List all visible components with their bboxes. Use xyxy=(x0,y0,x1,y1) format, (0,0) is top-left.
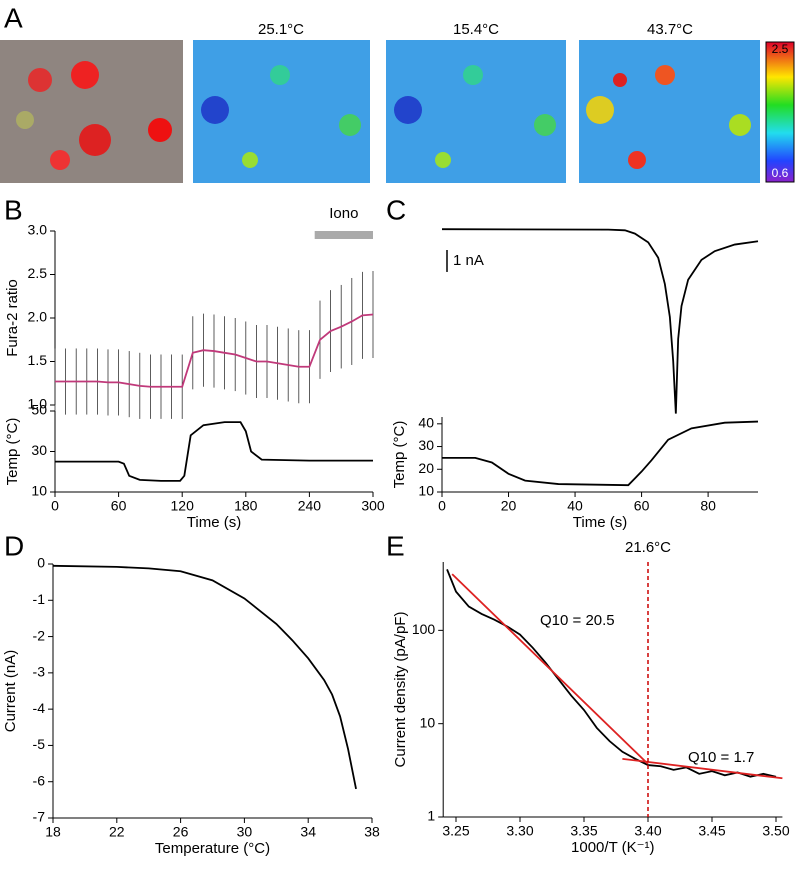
x-tick-label: 26 xyxy=(173,824,189,840)
data-line xyxy=(55,421,373,482)
x-tick-label: 240 xyxy=(298,498,322,514)
annotation: Iono xyxy=(329,205,358,222)
data-line xyxy=(446,569,777,778)
panel-letter: E xyxy=(386,530,405,561)
panel-letter: C xyxy=(386,194,406,225)
data-line xyxy=(622,757,783,780)
x-tick-label: 60 xyxy=(634,498,650,514)
y-tick-label: 10 xyxy=(420,714,436,730)
data-line xyxy=(441,228,759,414)
y-tick-label: 10 xyxy=(418,483,434,499)
y-axis-label: Temp (°C) xyxy=(4,418,21,486)
y-tick-label: 1.0 xyxy=(28,396,48,412)
y-tick-label: -4 xyxy=(33,700,46,716)
panel-letter: D xyxy=(4,530,24,561)
x-axis-label: Time (s) xyxy=(573,514,627,531)
x-tick-label: 3.35 xyxy=(570,823,597,839)
y-tick-label: 30 xyxy=(31,442,47,458)
x-tick-label: 120 xyxy=(171,498,195,514)
x-tick-label: 18 xyxy=(45,824,61,840)
x-tick-label: 80 xyxy=(700,498,716,514)
colorbar xyxy=(765,41,795,183)
y-axis-label: Fura-2 ratio xyxy=(4,279,21,357)
y-tick-label: 0 xyxy=(37,555,45,571)
x-tick-label: 60 xyxy=(111,498,127,514)
y-axis-label: Current (nA) xyxy=(2,650,19,733)
y-axis-label: Current density (pA/pF) xyxy=(392,612,409,768)
image-title: 15.4°C xyxy=(453,21,499,38)
y-tick-label: 30 xyxy=(418,437,434,453)
x-tick-label: 3.40 xyxy=(634,823,661,839)
annotation: Q10 = 20.5 xyxy=(540,612,615,629)
data-line xyxy=(55,313,374,388)
y-tick-label: 3.0 xyxy=(28,222,48,238)
x-tick-label: 30 xyxy=(237,824,253,840)
x-tick-label: 3.50 xyxy=(762,823,789,839)
y-tick-label: -5 xyxy=(33,736,46,752)
x-tick-label: 0 xyxy=(51,498,59,514)
ratio-images xyxy=(193,40,760,183)
x-tick-label: 300 xyxy=(361,498,385,514)
colorbar-label: 2.5 xyxy=(772,42,789,56)
x-tick-label: 34 xyxy=(300,824,316,840)
annotation-bar xyxy=(314,231,373,239)
y-tick-label: -1 xyxy=(33,591,46,607)
panel-letter: A xyxy=(4,2,23,33)
image-title: 25.1°C xyxy=(258,21,304,38)
y-tick-label: 1 xyxy=(427,808,435,824)
x-tick-label: 22 xyxy=(109,824,125,840)
y-tick-label: -6 xyxy=(33,772,46,788)
data-line xyxy=(451,573,649,765)
y-tick-label: 1.5 xyxy=(28,352,48,368)
y-tick-label: -7 xyxy=(33,809,46,825)
y-tick-label: 20 xyxy=(418,460,434,476)
y-tick-label: 2.5 xyxy=(28,265,48,281)
y-tick-label: 50 xyxy=(31,402,47,418)
y-tick-label: 100 xyxy=(412,621,436,637)
x-tick-label: 3.25 xyxy=(442,823,469,839)
scale-bar-label: 1 nA xyxy=(453,252,484,269)
y-axis-label: Temp (°C) xyxy=(391,421,408,489)
x-axis-label: Temperature (°C) xyxy=(155,840,270,857)
x-tick-label: 3.30 xyxy=(506,823,533,839)
colorbar-label: 0.6 xyxy=(772,166,789,180)
y-tick-label: 10 xyxy=(31,483,47,499)
x-tick-label: 0 xyxy=(438,498,446,514)
panel-letter: B xyxy=(4,194,23,225)
x-axis-label: 1000/T (K⁻¹) xyxy=(571,839,655,856)
data-line xyxy=(52,564,357,790)
reference-label: 21.6°C xyxy=(625,539,671,556)
annotation: Q10 = 1.7 xyxy=(688,749,754,766)
x-tick-label: 40 xyxy=(567,498,583,514)
y-tick-label: 2.0 xyxy=(28,309,48,325)
x-tick-label: 38 xyxy=(364,824,380,840)
y-tick-label: -2 xyxy=(33,627,46,643)
y-tick-label: -3 xyxy=(33,664,46,680)
brightfield-image xyxy=(0,40,183,183)
image-title: 43.7°C xyxy=(647,21,693,38)
x-tick-label: 180 xyxy=(234,498,258,514)
x-tick-label: 3.45 xyxy=(698,823,725,839)
x-axis-label: Time (s) xyxy=(187,514,241,531)
x-tick-label: 20 xyxy=(501,498,517,514)
y-tick-label: 40 xyxy=(418,415,434,431)
data-line xyxy=(442,420,759,487)
